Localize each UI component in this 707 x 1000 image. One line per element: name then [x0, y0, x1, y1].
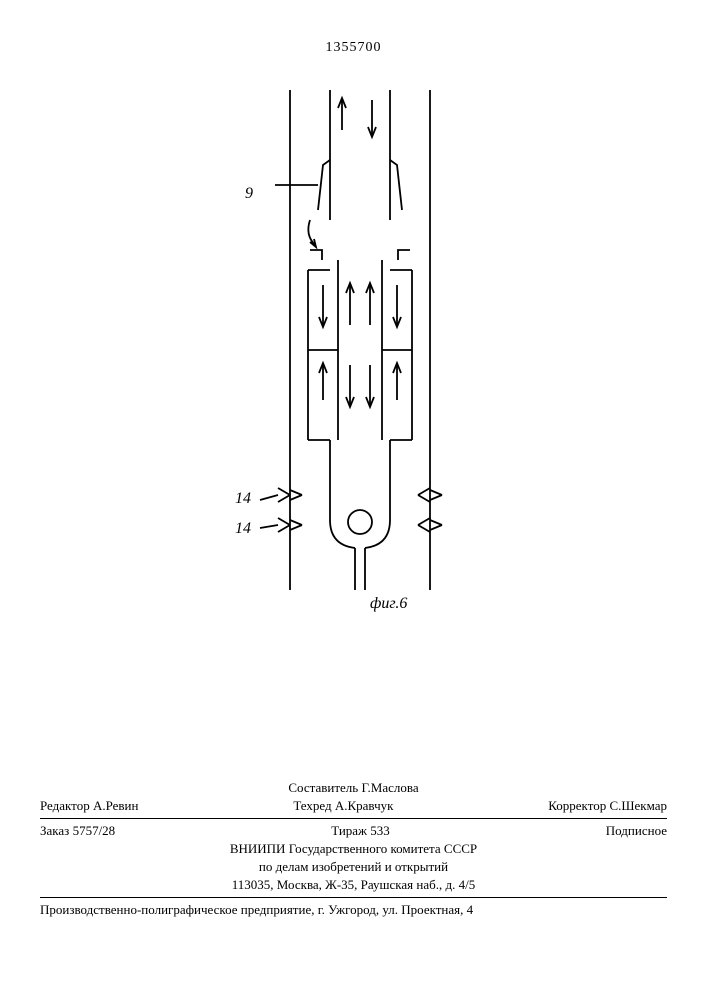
document-number: 1355700 [326, 40, 382, 56]
order-number: 5757/28 [73, 823, 116, 838]
editor-name: А.Ревин [93, 798, 139, 813]
credits-block: Составитель Г.Маслова Редактор А.Ревин Т… [40, 780, 667, 918]
corrector-cell: Корректор С.Шекмар [548, 798, 667, 814]
footer-line: Производственно-полиграфическое предприя… [40, 902, 667, 918]
divider-1 [40, 818, 667, 819]
print-run: 533 [370, 823, 390, 838]
compiler-label: Составитель [288, 780, 358, 795]
tech-editor-label: Техред [293, 798, 331, 813]
figure-svg [230, 90, 480, 590]
patent-page: 1355700 [0, 0, 707, 1000]
figure-6: 9 14 14 фиг.6 [230, 90, 480, 570]
compiler-line: Составитель Г.Маслова [40, 780, 667, 796]
order-line: Заказ 5757/28 Тираж 533 Подписное [40, 823, 667, 839]
tech-editor-cell: Техред А.Кравчук [293, 798, 393, 814]
callout-14-upper: 14 [235, 490, 251, 508]
corrector-name: С.Шекмар [609, 798, 667, 813]
compiler-name: Г.Маслова [361, 780, 418, 795]
editor-label: Редактор [40, 798, 90, 813]
org-line1: ВНИИПИ Государственного комитета СССР [40, 841, 667, 857]
figure-label: фиг.6 [370, 595, 407, 613]
subscription: Подписное [606, 823, 667, 839]
callout-9: 9 [245, 185, 253, 203]
org-line2: по делам изобретений и открытий [40, 859, 667, 875]
org-address: 113035, Москва, Ж-35, Раушская наб., д. … [40, 877, 667, 893]
order-cell: Заказ 5757/28 [40, 823, 115, 839]
editor-cell: Редактор А.Ревин [40, 798, 138, 814]
tech-editor-name: А.Кравчук [335, 798, 394, 813]
print-run-label: Тираж [331, 823, 367, 838]
editors-line: Редактор А.Ревин Техред А.Кравчук Коррек… [40, 798, 667, 814]
order-label: Заказ [40, 823, 69, 838]
corrector-label: Корректор [548, 798, 606, 813]
print-run-cell: Тираж 533 [331, 823, 390, 839]
callout-14-lower: 14 [235, 520, 251, 538]
divider-2 [40, 897, 667, 898]
